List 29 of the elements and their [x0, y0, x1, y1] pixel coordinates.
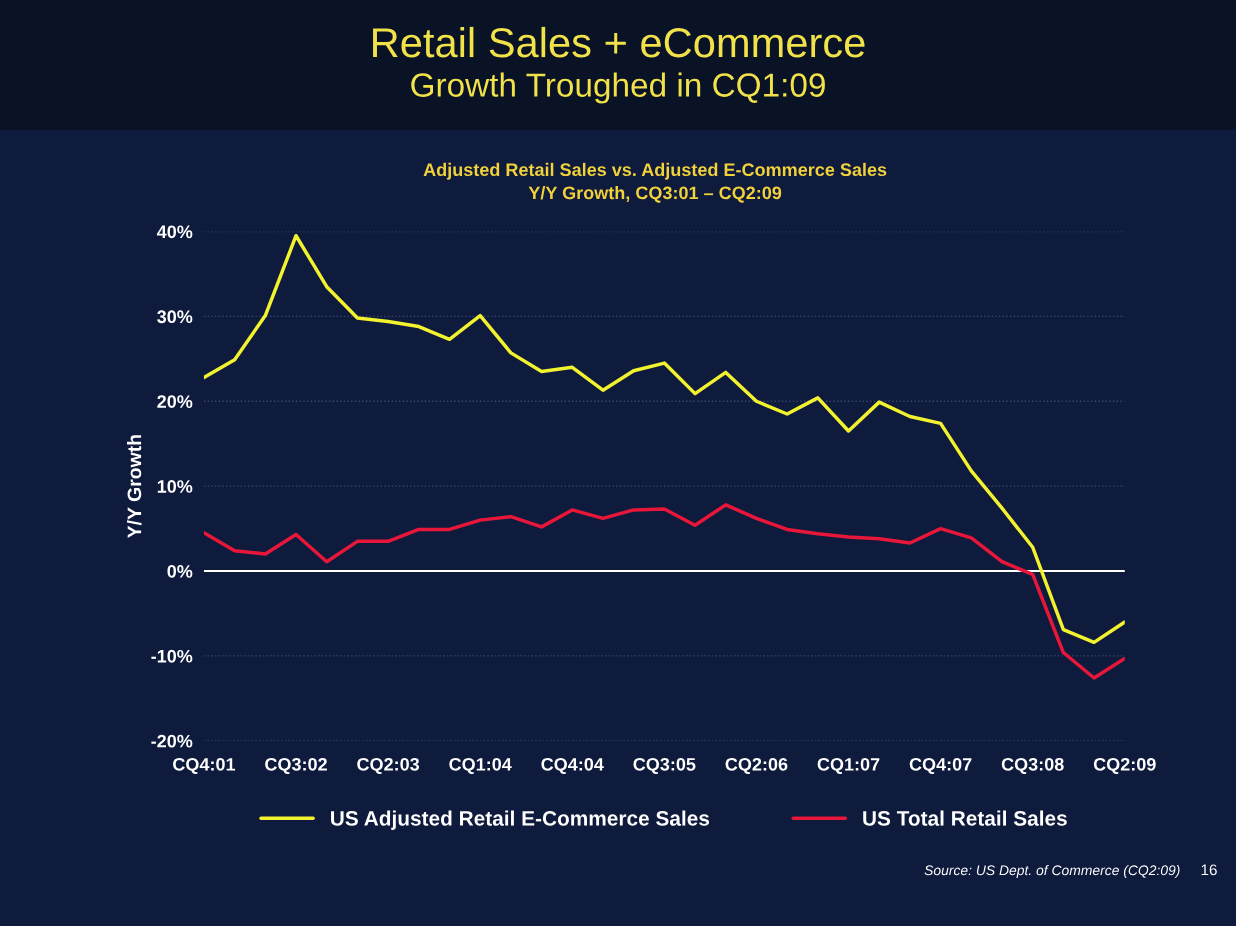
y-tick-label: 10% — [157, 480, 193, 493]
y-tick-label: 20% — [157, 395, 193, 408]
x-tick-label: CQ2:03 — [357, 757, 420, 775]
x-tick-label: CQ3:05 — [633, 757, 696, 775]
y-tick-label: 40% — [156, 225, 193, 239]
y-tick-label: -20% — [151, 734, 193, 748]
source-note: Source: US Dept. of Commerce (CQ2:09) — [924, 865, 1180, 878]
line-series — [203, 503, 1125, 680]
x-tick-label: CQ4:04 — [541, 757, 604, 775]
x-tick-label: CQ3:02 — [265, 757, 327, 775]
text: Y/Y Growth, CQ3:01 – CQ2:09 — [528, 186, 782, 203]
x-tick-label: CQ1:07 — [817, 757, 880, 775]
text: Adjusted Retail Sales vs. Adjusted E-Commerce Sales — [423, 162, 887, 180]
x-tick-label: CQ2:06 — [725, 757, 788, 775]
line-series — [203, 234, 1125, 645]
chart-title: Retail Sales + eCommerce — [373, 26, 865, 58]
x-tick-label: CQ4:07 — [909, 757, 972, 775]
y-axis-title: Y/Y Growth — [127, 435, 142, 539]
x-tick-label: CQ3:08 — [1001, 757, 1064, 775]
x-tick-label: CQ2:09 — [1093, 757, 1156, 775]
y-tick-label: -10% — [151, 649, 193, 663]
y-tick-label: 30% — [157, 310, 193, 324]
chart-subtitle: Growth Troughed in CQ1:09 — [411, 72, 825, 104]
x-tick-label: CQ4:01 — [173, 757, 236, 775]
legend-label: US Adjusted Retail E-Commerce Sales — [331, 810, 710, 830]
legend-label: US Total Retail Sales — [863, 810, 1067, 826]
x-tick-label: CQ1:04 — [449, 757, 512, 775]
text: 16 — [1201, 864, 1217, 876]
y-tick-label: 0% — [167, 564, 193, 578]
